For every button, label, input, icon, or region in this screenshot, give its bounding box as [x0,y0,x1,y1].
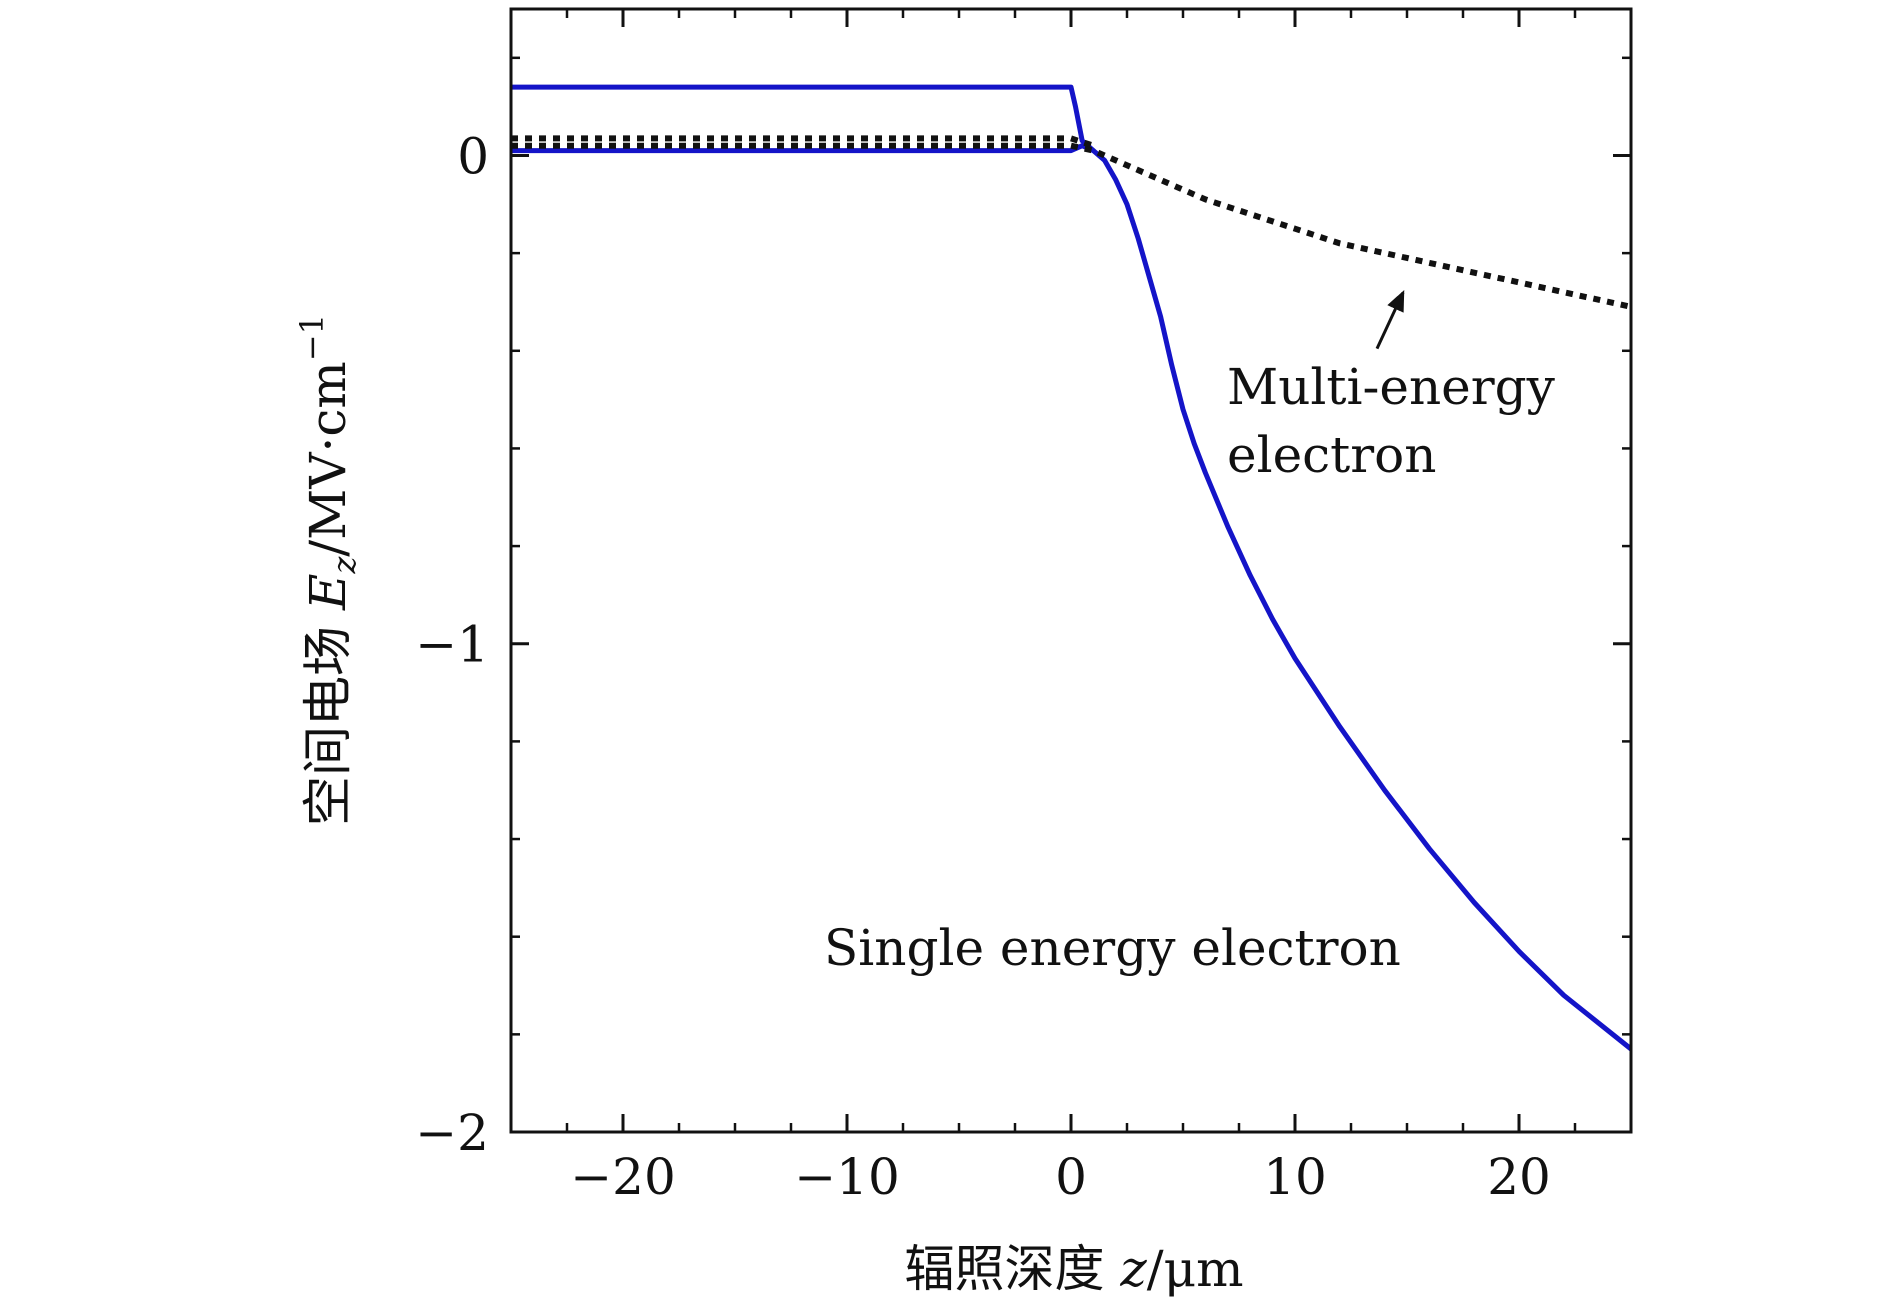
y-tick-label: −2 [415,1104,489,1162]
annotation-multi-energy-line1: Multi-energy [1227,358,1556,416]
annotation-multi-energy-line2: electron [1227,426,1436,484]
y-axis-title-cn: 空间电场 [299,626,357,826]
x-axis-title-var: z [1119,1240,1147,1298]
x-tick-labels: −20 −10 0 10 20 [570,1148,1551,1206]
x-axis-title: 辐照深度 z/μm [904,1240,1243,1298]
annotation-arrow [1375,289,1405,350]
plot-frame [509,7,1633,1134]
series-layer [511,84,1631,1051]
series-line-0 [511,84,1631,1051]
y-axis-title-sub: z [325,556,363,575]
x-tick-label: 0 [1055,1148,1087,1206]
y-tick-label: 0 [457,127,489,185]
y-axis-title-unit: /MV·cm [299,361,357,556]
x-tick-label: −10 [794,1148,900,1206]
x-tick-label: 10 [1263,1148,1327,1206]
y-tick-labels: 0 −1 −2 [415,127,489,1162]
y-axis-title-sup: −1 [293,314,331,361]
y-axis-title: 空间电场 Ez/MV·cm−1 [293,314,363,826]
x-axis-title-unit: /μm [1147,1240,1244,1298]
series-line-3 [511,135,1095,149]
y-tick-label: −1 [415,616,489,674]
x-axis-title-cn: 辐照深度 [904,1240,1104,1298]
x-tick-label: −20 [570,1148,676,1206]
y-axis-title-var: E [299,574,357,612]
annotation-single-energy: Single energy electron [824,919,1401,977]
series-line-2 [511,142,1631,310]
major-ticks [511,9,1631,1134]
x-tick-label: 20 [1487,1148,1551,1206]
